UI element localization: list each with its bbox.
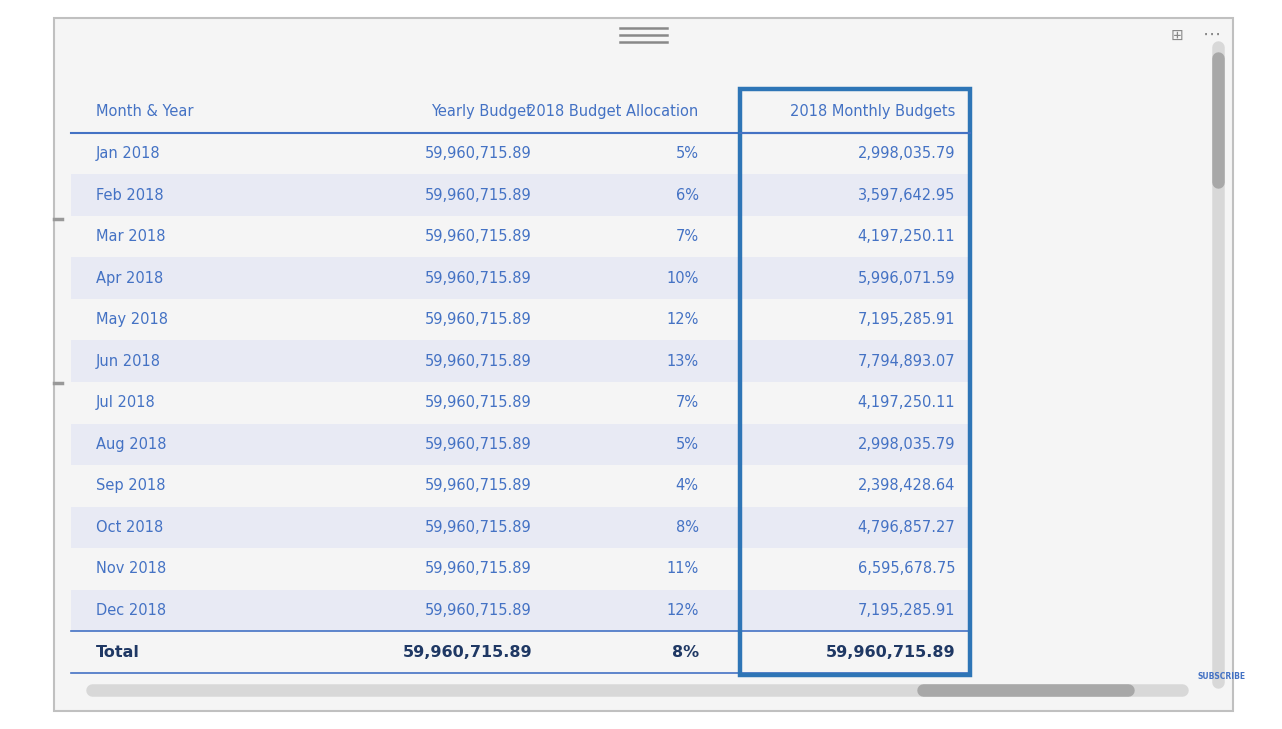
Text: ⋯: ⋯ <box>1203 26 1220 44</box>
Text: Apr 2018: Apr 2018 <box>96 270 163 286</box>
Text: 2,398,428.64: 2,398,428.64 <box>858 478 955 494</box>
Bar <box>71 590 968 631</box>
Text: 5,996,071.59: 5,996,071.59 <box>858 270 955 286</box>
Text: 4,197,250.11: 4,197,250.11 <box>858 229 955 244</box>
Text: Feb 2018: Feb 2018 <box>96 187 164 203</box>
Text: 12%: 12% <box>667 603 699 618</box>
Text: 59,960,715.89: 59,960,715.89 <box>426 354 532 369</box>
Text: 59,960,715.89: 59,960,715.89 <box>426 437 532 452</box>
Text: 5%: 5% <box>676 437 699 452</box>
Text: Jun 2018: Jun 2018 <box>96 354 162 369</box>
Text: 4,197,250.11: 4,197,250.11 <box>858 395 955 410</box>
Text: 8%: 8% <box>672 644 699 660</box>
Text: Yearly Budget: Yearly Budget <box>431 104 532 120</box>
Text: SUBSCRIBE: SUBSCRIBE <box>1197 672 1246 681</box>
Text: 59,960,715.89: 59,960,715.89 <box>426 146 532 161</box>
FancyBboxPatch shape <box>54 18 1233 711</box>
Text: 7,195,285.91: 7,195,285.91 <box>858 312 955 327</box>
Bar <box>71 340 968 382</box>
Text: 3,597,642.95: 3,597,642.95 <box>858 187 955 203</box>
Text: 7,794,893.07: 7,794,893.07 <box>858 354 955 369</box>
Text: 59,960,715.89: 59,960,715.89 <box>426 395 532 410</box>
Text: Mar 2018: Mar 2018 <box>96 229 165 244</box>
Text: 7%: 7% <box>676 229 699 244</box>
Bar <box>71 424 968 465</box>
Text: Month & Year: Month & Year <box>96 104 194 120</box>
Text: 59,960,715.89: 59,960,715.89 <box>426 520 532 535</box>
Text: 59,960,715.89: 59,960,715.89 <box>426 312 532 327</box>
Text: 2018 Budget Allocation: 2018 Budget Allocation <box>527 104 699 120</box>
Text: 4,796,857.27: 4,796,857.27 <box>858 520 955 535</box>
Text: Total: Total <box>96 644 140 660</box>
Bar <box>71 257 968 299</box>
Text: 11%: 11% <box>667 561 699 577</box>
Text: 12%: 12% <box>667 312 699 327</box>
Text: 59,960,715.89: 59,960,715.89 <box>403 644 532 660</box>
Text: 59,960,715.89: 59,960,715.89 <box>426 603 532 618</box>
Text: 13%: 13% <box>667 354 699 369</box>
Text: 5%: 5% <box>676 146 699 161</box>
Text: Oct 2018: Oct 2018 <box>96 520 163 535</box>
Text: 59,960,715.89: 59,960,715.89 <box>426 187 532 203</box>
Text: Jan 2018: Jan 2018 <box>96 146 160 161</box>
Text: May 2018: May 2018 <box>96 312 168 327</box>
Text: 8%: 8% <box>676 520 699 535</box>
Text: 2,998,035.79: 2,998,035.79 <box>858 437 955 452</box>
Text: Dec 2018: Dec 2018 <box>96 603 167 618</box>
Text: 7,195,285.91: 7,195,285.91 <box>858 603 955 618</box>
Text: 6,595,678.75: 6,595,678.75 <box>858 561 955 577</box>
Text: 59,960,715.89: 59,960,715.89 <box>426 478 532 494</box>
Text: 59,960,715.89: 59,960,715.89 <box>426 229 532 244</box>
Text: 59,960,715.89: 59,960,715.89 <box>426 561 532 577</box>
Text: 2,998,035.79: 2,998,035.79 <box>858 146 955 161</box>
Text: 4%: 4% <box>676 478 699 494</box>
Text: Jul 2018: Jul 2018 <box>96 395 156 410</box>
Text: 2018 Monthly Budgets: 2018 Monthly Budgets <box>790 104 955 120</box>
Text: 7%: 7% <box>676 395 699 410</box>
Text: ⊞: ⊞ <box>1170 28 1183 42</box>
Text: 10%: 10% <box>667 270 699 286</box>
Text: Nov 2018: Nov 2018 <box>96 561 167 577</box>
Bar <box>71 507 968 548</box>
Text: 59,960,715.89: 59,960,715.89 <box>426 270 532 286</box>
Text: Aug 2018: Aug 2018 <box>96 437 167 452</box>
Text: 6%: 6% <box>676 187 699 203</box>
Text: Sep 2018: Sep 2018 <box>96 478 165 494</box>
Bar <box>71 174 968 216</box>
Text: 59,960,715.89: 59,960,715.89 <box>826 644 955 660</box>
